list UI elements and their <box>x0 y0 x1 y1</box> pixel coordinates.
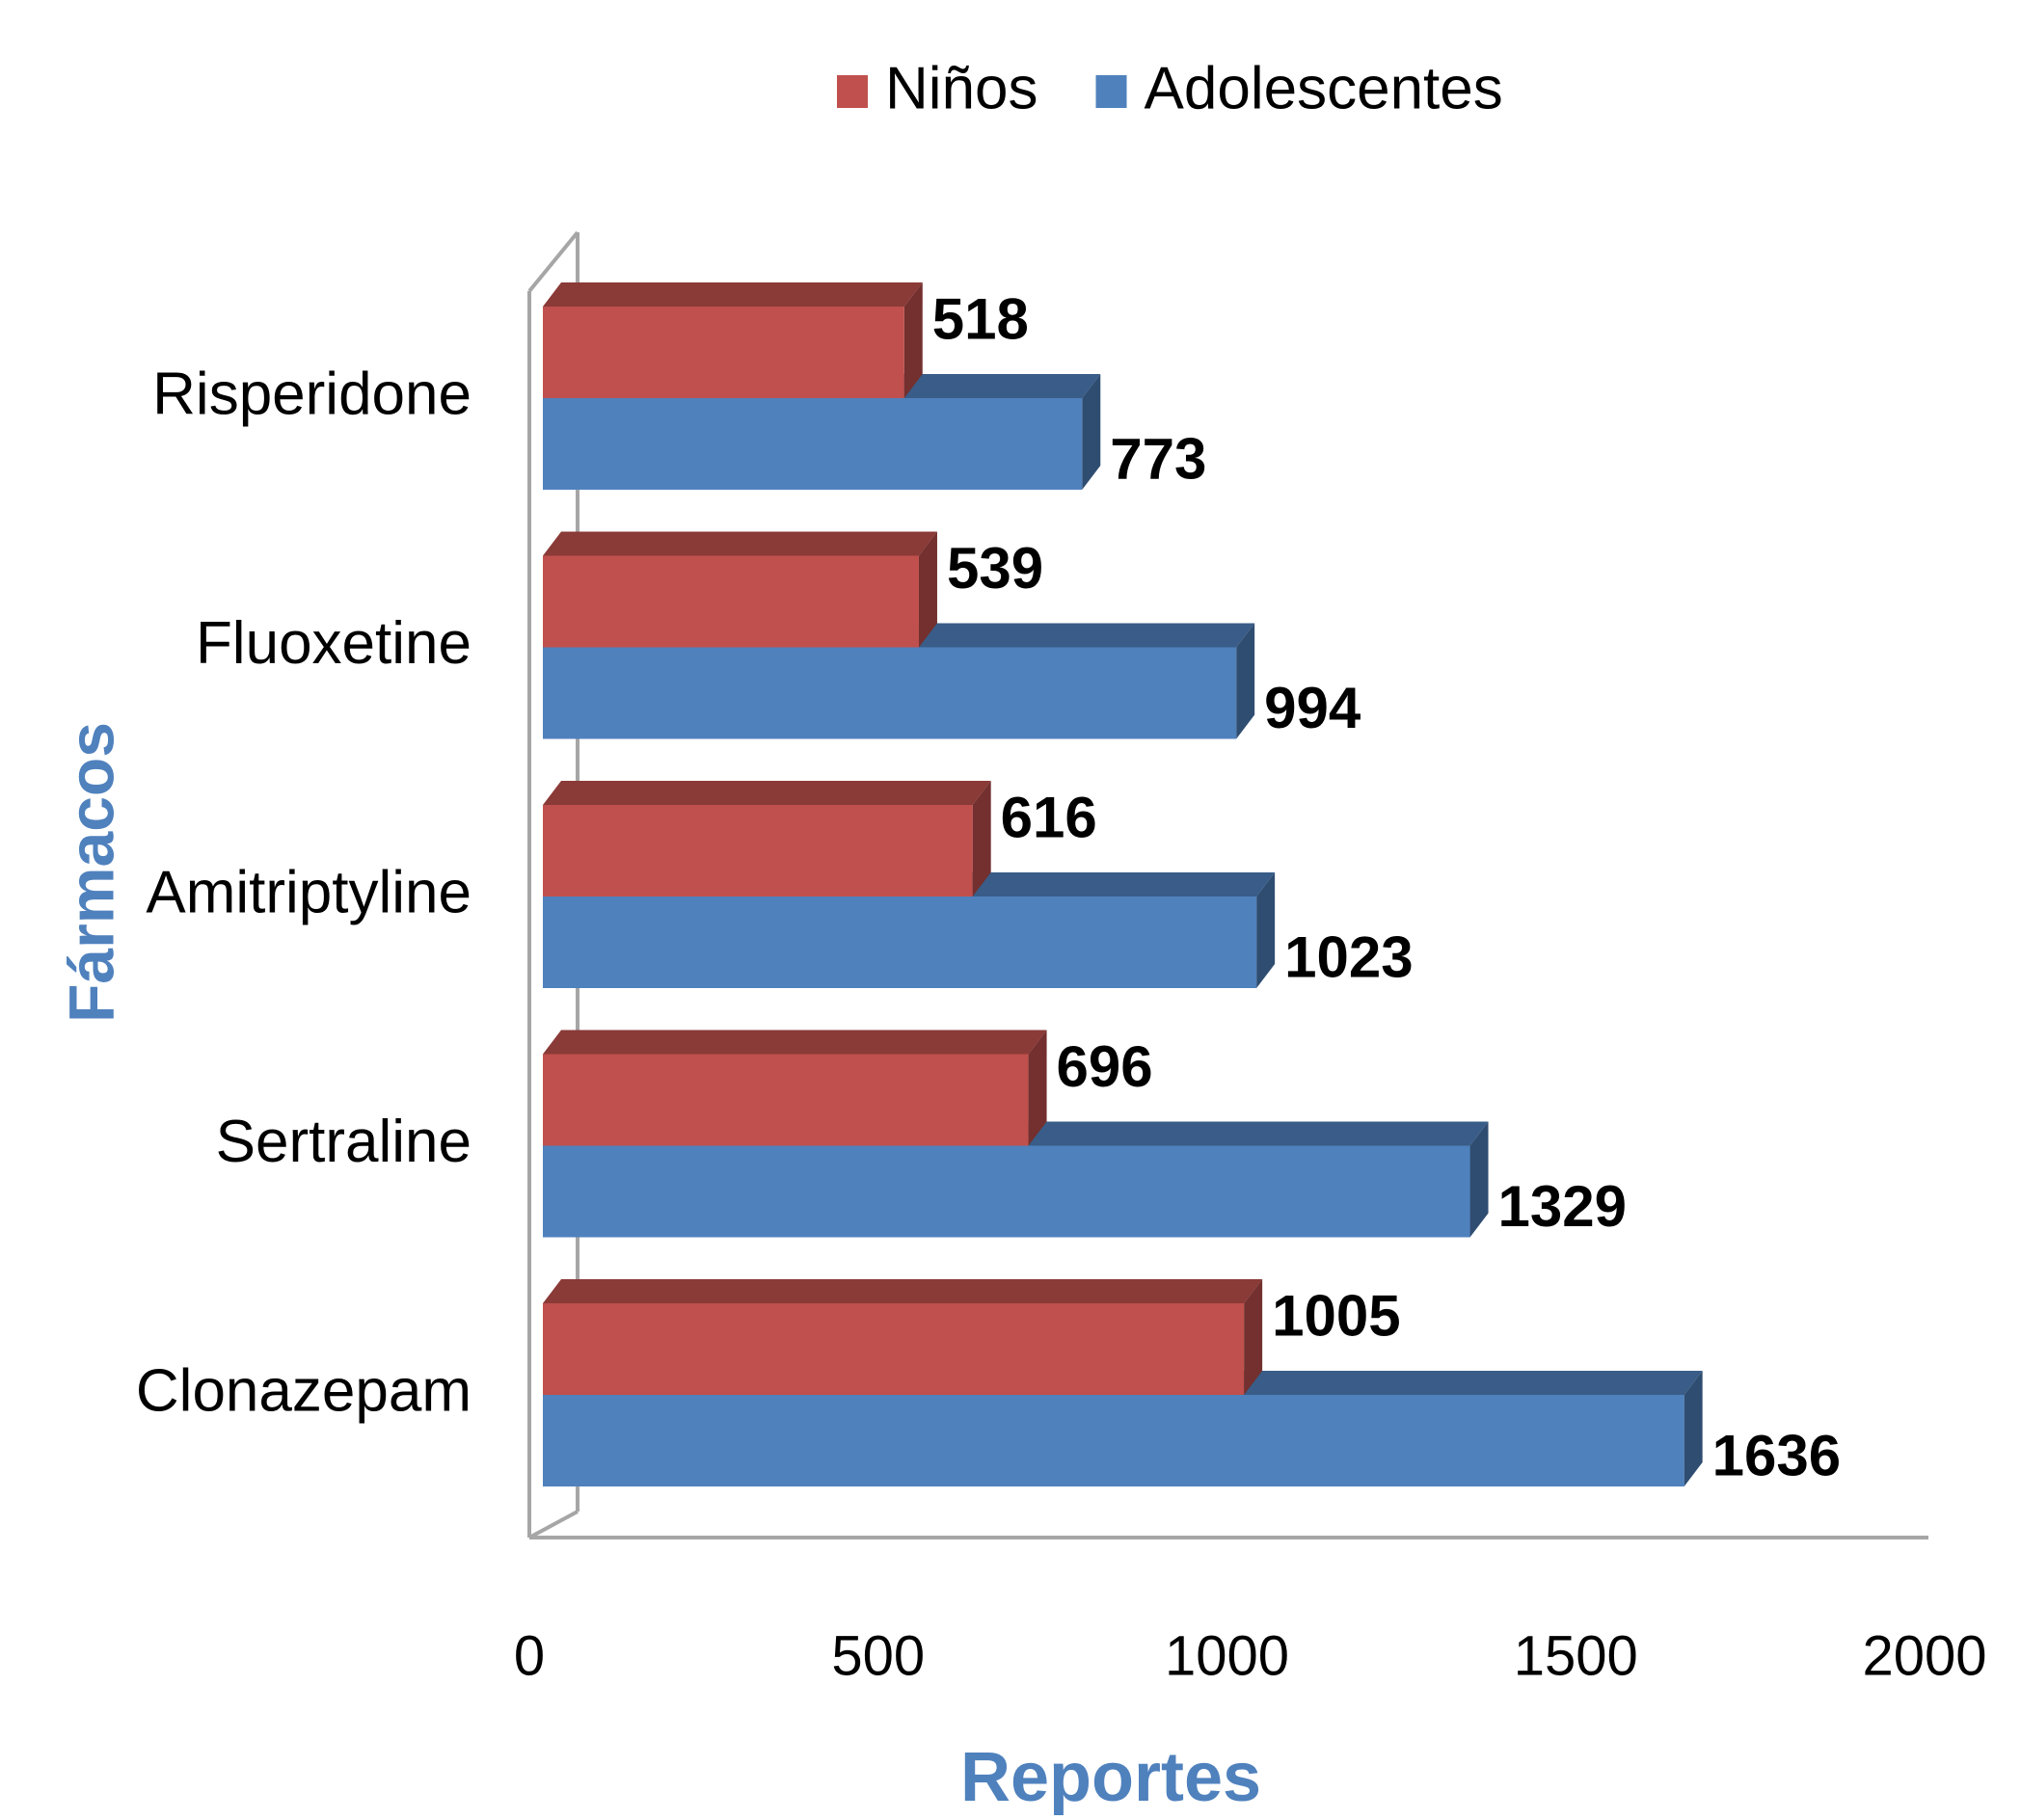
bar-side <box>1469 1121 1489 1238</box>
value-label: 539 <box>947 536 1043 601</box>
y-axis-title: Fármacos <box>55 722 126 1023</box>
bar-top <box>543 1279 1263 1303</box>
bar-side <box>1082 374 1101 490</box>
bar <box>543 647 1237 739</box>
x-axis-title: Reportes <box>960 1739 1261 1816</box>
bar-side <box>1244 1279 1263 1395</box>
bar-top <box>543 282 923 307</box>
value-label: 1005 <box>1272 1283 1400 1348</box>
value-label: 696 <box>1057 1034 1153 1099</box>
bar <box>543 897 1257 988</box>
value-label: 1636 <box>1712 1423 1841 1487</box>
value-label: 518 <box>932 286 1029 351</box>
bar <box>543 1303 1245 1395</box>
value-label: 616 <box>1001 785 1097 849</box>
floor-edge <box>528 1510 579 1539</box>
y-tick-label: Amitriptyline <box>146 859 472 925</box>
x-tick-label: 1500 <box>1514 1624 1638 1687</box>
bar-side <box>1028 1030 1047 1146</box>
bar <box>543 1145 1470 1238</box>
x-tick-label: 0 <box>514 1624 545 1687</box>
bar <box>543 805 973 897</box>
y-tick-label: Sertraline <box>216 1109 472 1175</box>
y-tick-label: Clonazepam <box>136 1357 472 1424</box>
bar <box>543 1054 1029 1146</box>
bar-side <box>918 531 937 648</box>
y-tick-label: Risperidone <box>152 361 472 427</box>
value-label: 773 <box>1110 426 1206 491</box>
bar-side <box>1236 623 1255 739</box>
x-tick-label: 1000 <box>1165 1624 1289 1687</box>
legend-swatch <box>1095 75 1127 108</box>
bar <box>543 1395 1684 1486</box>
bar-top <box>543 1030 1047 1055</box>
bar-side <box>903 282 923 398</box>
value-label: 1329 <box>1498 1174 1627 1239</box>
value-label: 994 <box>1264 676 1361 740</box>
value-label: 1023 <box>1284 924 1413 989</box>
bar <box>543 555 919 648</box>
bar <box>543 398 1083 490</box>
bar-side <box>1684 1371 1703 1486</box>
x-tick-label: 2000 <box>1862 1624 1986 1687</box>
x-tick-label: 500 <box>831 1624 925 1687</box>
bar-side <box>1256 872 1276 988</box>
legend-swatch <box>837 75 868 108</box>
bar <box>543 307 904 398</box>
legend-label: Niños <box>885 55 1038 121</box>
wall-top-edge <box>527 230 579 293</box>
bar-side <box>972 781 991 897</box>
y-tick-label: Fluoxetine <box>196 610 472 677</box>
legend-label: Adolescentes <box>1145 55 1503 121</box>
bar-top <box>543 781 991 805</box>
bar-top <box>543 531 937 556</box>
